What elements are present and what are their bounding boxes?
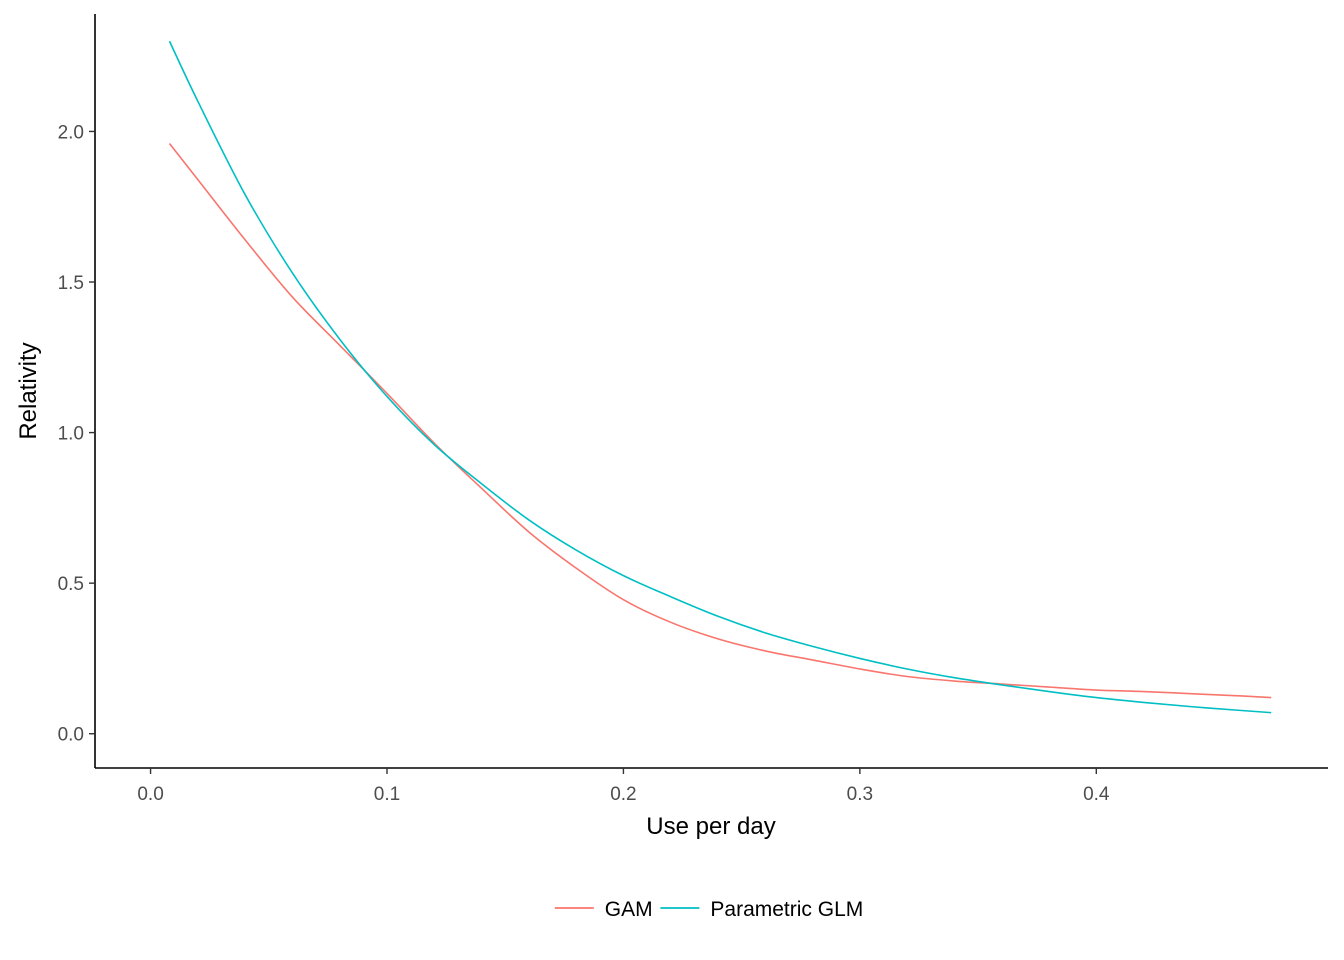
series-line-parametric-glm [168,40,1272,714]
x-tick-label: 0.1 [374,784,400,805]
x-axis-ticks: 0.0 0.1 0.2 0.3 0.4 [137,768,1110,805]
y-tick-label: 1.5 [58,273,84,294]
y-tick-label: 0.5 [58,574,84,595]
y-axis-ticks: 0.0 0.5 1.0 1.5 2.0 [58,122,95,746]
series-line-gam [168,142,1272,699]
x-tick-label: 0.4 [1083,784,1110,805]
series-layer [168,40,1272,714]
x-axis-title: Use per day [646,813,775,840]
y-tick-label: 0.0 [58,725,84,746]
y-tick-label: 2.0 [58,122,84,143]
legend-label-gam: GAM [605,898,653,921]
legend: GAM Parametric GLM [554,898,863,921]
x-tick-label: 0.2 [610,784,636,805]
x-tick-label: 0.3 [847,784,873,805]
x-tick-label: 0.0 [137,784,163,805]
y-tick-label: 1.0 [58,424,84,445]
legend-label-parametric-glm: Parametric GLM [710,898,863,921]
y-axis-title: Relativity [15,342,42,439]
